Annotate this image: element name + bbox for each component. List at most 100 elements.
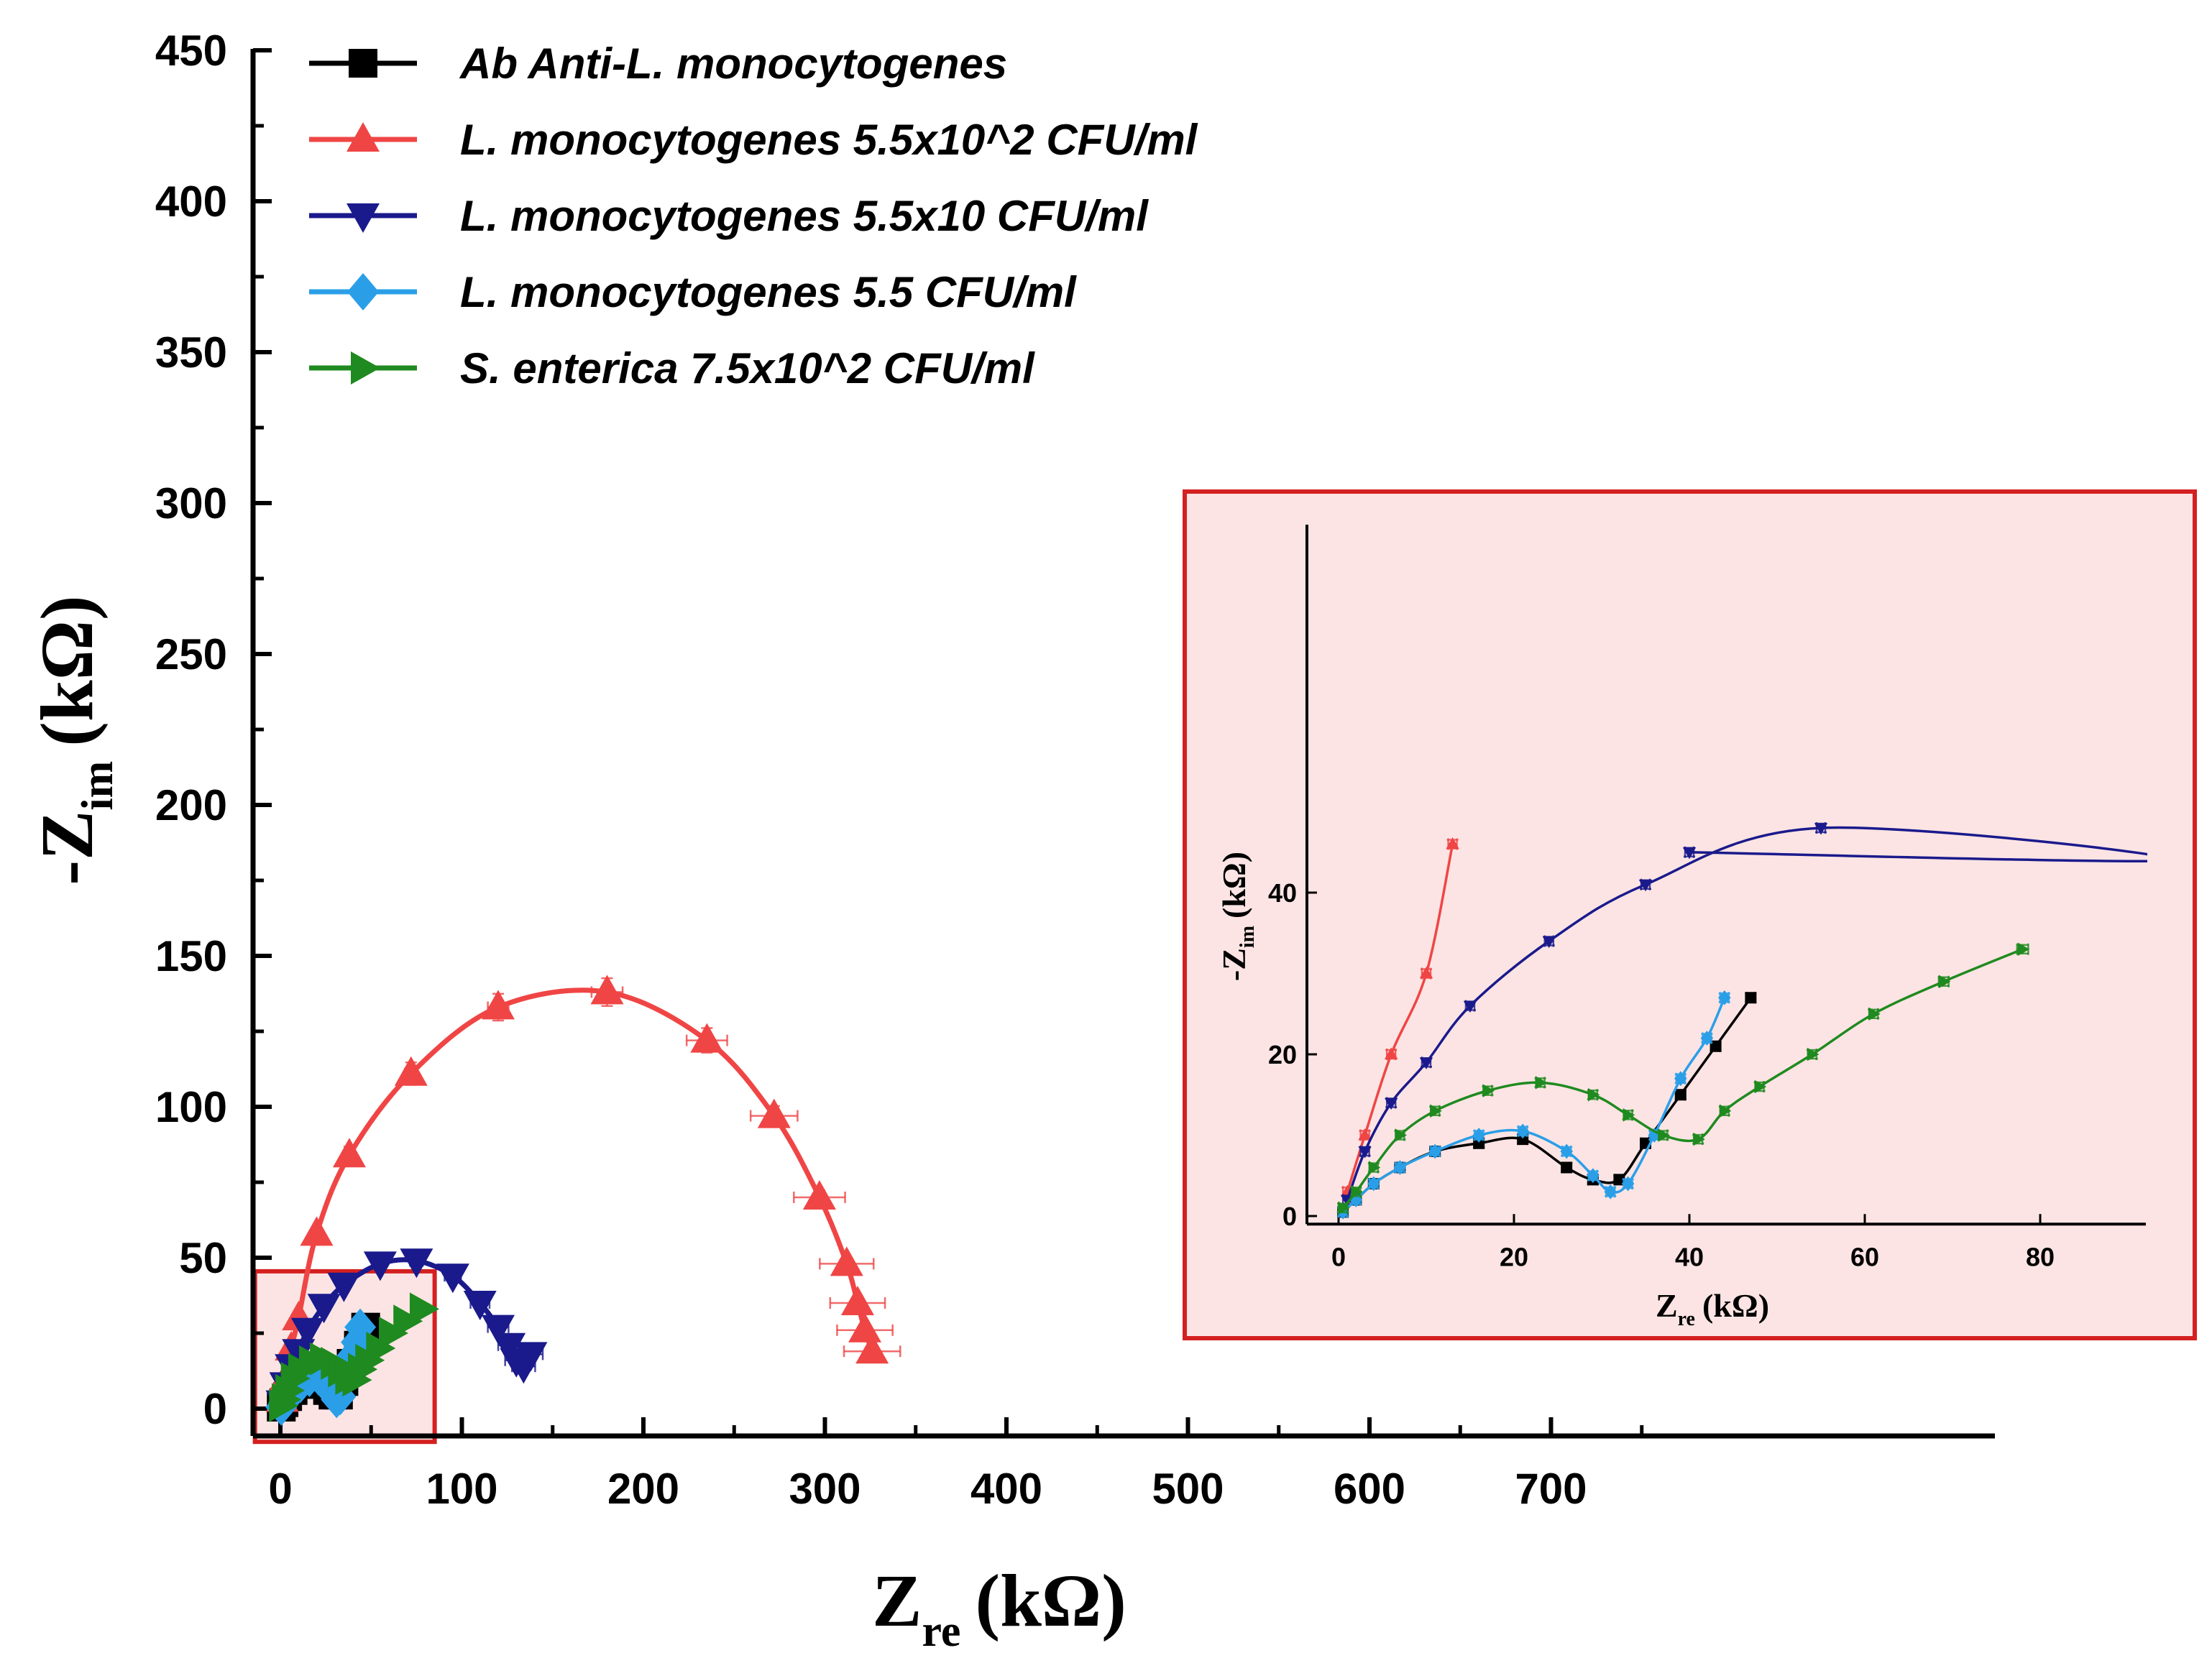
inset-0-data-point	[1674, 1089, 1686, 1101]
inset-4-data-point	[1369, 1161, 1381, 1174]
legend: Ab Anti-L. monocytogenes L. monocytogenes…	[309, 40, 1198, 392]
inset-x-tick-label: 0	[1331, 1242, 1346, 1271]
inset-x-axis-title-unit: (kΩ)	[1702, 1287, 1769, 1324]
inset-x-tick-label: 20	[1500, 1242, 1528, 1271]
inset-y-axis-title-unit: (kΩ)	[1216, 852, 1252, 918]
main-1-data-point	[855, 1334, 889, 1364]
main-4-data-point	[409, 1292, 439, 1326]
legend-marker	[347, 203, 380, 233]
main-1-data-point	[830, 1246, 863, 1276]
main-2-data-point	[327, 1272, 361, 1302]
legend-label: S. enterica 7.5x10^2 CFU/ml	[460, 344, 1035, 392]
inset-x-tick-label: 40	[1675, 1242, 1704, 1271]
main-4-data-point	[393, 1304, 423, 1338]
inset-4-data-point	[2017, 942, 2030, 956]
legend-entry: L. monocytogenes 5.5 CFU/ml	[309, 268, 1077, 316]
inset-3-data-point	[1621, 1176, 1635, 1192]
inset-4-data-point	[1351, 1185, 1363, 1199]
inset-4-data-point	[1395, 1128, 1407, 1142]
inset-3-data-point	[1700, 1031, 1714, 1046]
x-tick-label: 700	[1515, 1465, 1587, 1513]
main-2-data-point	[282, 1339, 316, 1369]
legend-label: L. monocytogenes 5.5x10^2 CFU/ml	[460, 116, 1198, 164]
y-tick-label: 300	[155, 479, 227, 528]
inset-series-group	[1336, 822, 2147, 1220]
inset-plot: 0 20 40 0 20 40 60 80 Zre (kΩ) -Zim (kΩ)	[1183, 489, 2197, 1340]
inset-3-data-point	[1393, 1160, 1407, 1175]
inset-0-data-point	[1613, 1174, 1625, 1186]
inset-2-data-point	[1358, 1146, 1372, 1159]
main-2-data-point	[290, 1317, 324, 1348]
x-tick-label: 100	[426, 1465, 497, 1513]
main-1-data-point	[690, 1023, 724, 1053]
main-2-data-point	[482, 1314, 515, 1345]
main-1-data-point	[802, 1180, 836, 1210]
inset-4-data-point	[1658, 1128, 1670, 1142]
inset-4-data-point	[1720, 1104, 1732, 1118]
inset-3-data-point	[1587, 1168, 1600, 1184]
inset-3-data-point	[1516, 1123, 1529, 1139]
inset-2-data-point	[1542, 936, 1556, 949]
inset-y-tick-label: 40	[1268, 878, 1297, 908]
inset-x-axis-title-main: Z	[1656, 1287, 1678, 1324]
inset-4-data-point	[1588, 1088, 1600, 1102]
inset-3-data-point	[1674, 1071, 1687, 1087]
main-1-data-point	[840, 1286, 874, 1315]
main-1-data-point	[482, 990, 515, 1020]
inset-4-data-point	[1754, 1079, 1767, 1094]
main-2-data-point	[514, 1342, 548, 1372]
legend-label: L. monocytogenes 5.5x10 CFU/ml	[460, 192, 1149, 240]
inset-4-data-point	[1482, 1084, 1495, 1097]
inset-2-data-point	[1419, 1057, 1433, 1069]
inset-2-data-point	[1638, 879, 1653, 892]
y-axis-title-main: -Z	[26, 811, 109, 885]
y-tick-label: 0	[203, 1385, 227, 1433]
y-tick-label: 450	[155, 27, 227, 75]
inset-4-data-point	[1807, 1047, 1819, 1062]
inset-4-data-point	[1430, 1104, 1442, 1118]
main-1-data-point	[757, 1098, 791, 1128]
inset-4-data-point	[1623, 1108, 1635, 1122]
main-2-data-point	[307, 1294, 341, 1324]
legend-marker	[347, 273, 379, 310]
main-2-data-point	[436, 1263, 469, 1294]
main-2-data-point	[492, 1332, 526, 1363]
inset-3-series	[1336, 990, 1731, 1220]
y-tick-label: 150	[155, 932, 227, 980]
legend-label: L. monocytogenes 5.5 CFU/ml	[460, 268, 1077, 316]
inset-y-axis-title-group: -Zim (kΩ)	[1216, 852, 1259, 981]
x-tick-label: 500	[1152, 1465, 1224, 1513]
inset-1-data-point	[1419, 966, 1433, 979]
inset-x-axis-title: Zre (kΩ)	[1656, 1287, 1769, 1330]
legend-marker	[349, 49, 377, 78]
x-axis-title-main: Z	[872, 1560, 922, 1642]
inset-1-data-point	[1358, 1128, 1372, 1141]
y-tick-label: 250	[155, 630, 227, 678]
x-tick-label: 400	[970, 1465, 1042, 1513]
inset-x-tick-label: 80	[2026, 1242, 2055, 1271]
inset-3-data-point	[1367, 1176, 1380, 1192]
inset-4-data-point	[1693, 1132, 1705, 1146]
y-tick-label: 100	[155, 1083, 227, 1131]
y-axis-title-sub: im	[73, 761, 122, 811]
inset-x-axis-title-sub: re	[1678, 1308, 1695, 1330]
legend-marker	[347, 122, 380, 152]
y-tick-label: 400	[155, 178, 227, 226]
x-tick-label: 300	[789, 1465, 861, 1513]
inset-y-axis-title-main: -Z	[1216, 948, 1252, 981]
inset-2-data-point	[1814, 823, 1828, 835]
y-tick-label: 50	[179, 1234, 227, 1282]
inset-y-tick-label: 20	[1268, 1040, 1297, 1069]
main-4-series	[269, 1292, 439, 1422]
legend-entry: S. enterica 7.5x10^2 CFU/ml	[309, 344, 1035, 392]
inset-frame	[1183, 489, 2197, 1340]
inset-3-data-point	[1648, 1128, 1661, 1143]
main-1-data-point	[300, 1216, 334, 1246]
main-1-data-point	[394, 1056, 428, 1086]
inset-1-data-point	[1446, 837, 1459, 849]
legend-entry: Ab Anti-L. monocytogenes	[309, 40, 1007, 88]
legend-marker	[351, 351, 380, 385]
inset-y-axis-title: -Zim (kΩ)	[1216, 852, 1259, 981]
